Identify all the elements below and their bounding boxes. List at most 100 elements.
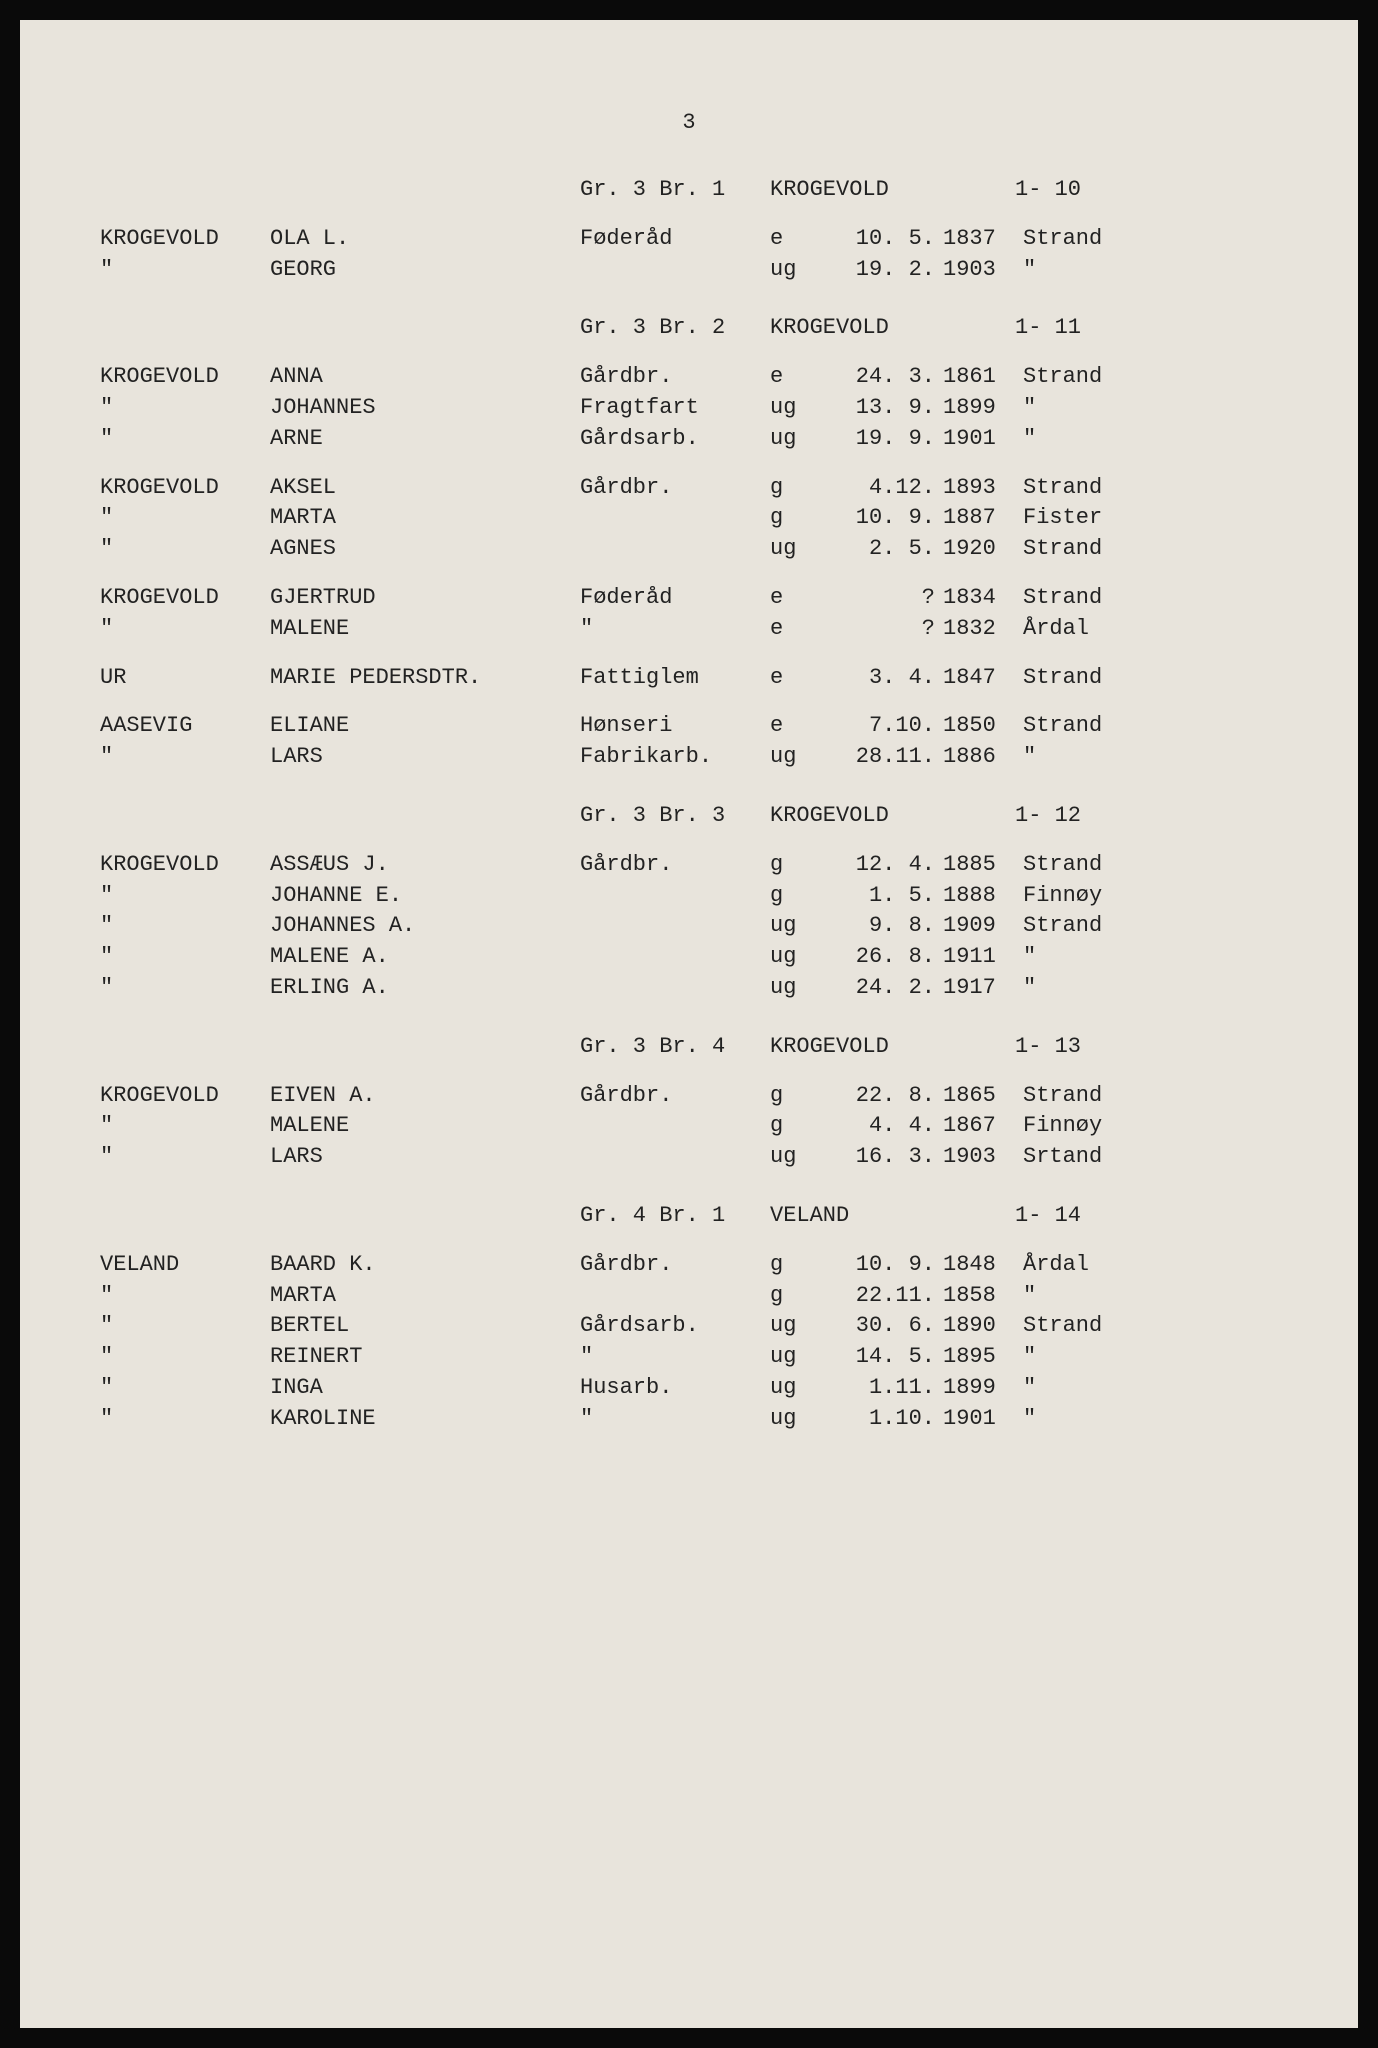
table-row: KROGEVOLDASSÆUS J.Gårdbr.g12. 4.1885Stra… (100, 850, 1278, 881)
cell-name: GJERTRUD (270, 583, 580, 614)
cell-name: INGA (270, 1373, 580, 1404)
cell-date: 10. 5. (815, 224, 943, 255)
cell-surname: " (100, 881, 270, 912)
cell-status: e (770, 362, 815, 393)
table-row: KROGEVOLDEIVEN A.Gårdbr.g22. 8.1865Stran… (100, 1081, 1278, 1112)
cell-name: ANNA (270, 362, 580, 393)
person-group: KROGEVOLDASSÆUS J.Gårdbr.g12. 4.1885Stra… (100, 850, 1278, 1004)
cell-date: 24. 2. (815, 973, 943, 1004)
cell-status: g (770, 881, 815, 912)
cell-year: 1847 (943, 663, 1023, 694)
cell-name: ASSÆUS J. (270, 850, 580, 881)
cell-status: ug (770, 1373, 815, 1404)
cell-year: 1911 (943, 942, 1023, 973)
cell-year: 1887 (943, 503, 1023, 534)
table-row: "LARSug16. 3.1903Srtand (100, 1142, 1278, 1173)
header-code: 1- 11 (1015, 313, 1081, 344)
cell-place: Fister (1023, 503, 1102, 534)
cell-year: 1888 (943, 881, 1023, 912)
cell-occupation: Husarb. (580, 1373, 770, 1404)
table-row: "MARTAg10. 9.1887Fister (100, 503, 1278, 534)
cell-occupation: Fragtfart (580, 393, 770, 424)
cell-place: Strand (1023, 850, 1102, 881)
cell-year: 1917 (943, 973, 1023, 1004)
cell-occupation (580, 881, 770, 912)
cell-year: 1834 (943, 583, 1023, 614)
cell-place: " (1023, 255, 1036, 286)
header-spacer (100, 175, 580, 206)
cell-occupation: Hønseri (580, 711, 770, 742)
header-code: 1- 10 (1015, 175, 1081, 206)
cell-status: ug (770, 1142, 815, 1173)
cell-surname: UR (100, 663, 270, 694)
cell-occupation (580, 503, 770, 534)
cell-place: Srtand (1023, 1142, 1102, 1173)
cell-surname: KROGEVOLD (100, 1081, 270, 1112)
cell-name: MALENE (270, 614, 580, 645)
cell-name: BAARD K. (270, 1250, 580, 1281)
cell-status: ug (770, 1311, 815, 1342)
cell-place: Strand (1023, 911, 1102, 942)
cell-surname: " (100, 614, 270, 645)
cell-name: LARS (270, 742, 580, 773)
cell-year: 1861 (943, 362, 1023, 393)
cell-date: 4.12. (815, 473, 943, 504)
header-farm-name: KROGEVOLD (770, 1032, 1015, 1063)
cell-status: ug (770, 255, 815, 286)
table-row: "GEORGug19. 2.1903" (100, 255, 1278, 286)
header-farm-name: VELAND (770, 1201, 1015, 1232)
cell-date: 1.11. (815, 1373, 943, 1404)
cell-surname: KROGEVOLD (100, 583, 270, 614)
table-row: "JOHANNES A.ug9. 8.1909Strand (100, 911, 1278, 942)
cell-name: MARTA (270, 503, 580, 534)
cell-date: 28.11. (815, 742, 943, 773)
cell-name: GEORG (270, 255, 580, 286)
cell-surname: " (100, 424, 270, 455)
cell-date: 26. 8. (815, 942, 943, 973)
cell-status: ug (770, 942, 815, 973)
person-group: KROGEVOLDEIVEN A.Gårdbr.g22. 8.1865Stran… (100, 1081, 1278, 1173)
cell-occupation (580, 534, 770, 565)
cell-status: e (770, 583, 815, 614)
table-row: KROGEVOLDAKSELGårdbr.g4.12.1893Strand (100, 473, 1278, 504)
cell-place: " (1023, 942, 1036, 973)
cell-status: ug (770, 1342, 815, 1373)
header-gr-br: Gr. 3 Br. 3 (580, 801, 770, 832)
cell-place: " (1023, 742, 1036, 773)
cell-surname: " (100, 1373, 270, 1404)
cell-place: Strand (1023, 362, 1102, 393)
person-group: VELANDBAARD K.Gårdbr.g10. 9.1848Årdal"MA… (100, 1250, 1278, 1435)
cell-name: REINERT (270, 1342, 580, 1373)
cell-surname: " (100, 1111, 270, 1142)
cell-year: 1832 (943, 614, 1023, 645)
cell-date: 30. 6. (815, 1311, 943, 1342)
header-spacer (100, 313, 580, 344)
cell-occupation: Gårdbr. (580, 362, 770, 393)
cell-surname: KROGEVOLD (100, 362, 270, 393)
section-header: Gr. 3 Br. 4KROGEVOLD1- 13 (100, 1032, 1278, 1063)
cell-surname: KROGEVOLD (100, 473, 270, 504)
cell-date: 4. 4. (815, 1111, 943, 1142)
cell-year: 1886 (943, 742, 1023, 773)
cell-status: ug (770, 973, 815, 1004)
cell-name: ERLING A. (270, 973, 580, 1004)
cell-year: 1899 (943, 393, 1023, 424)
cell-place: " (1023, 424, 1036, 455)
cell-occupation: Føderåd (580, 583, 770, 614)
cell-year: 1899 (943, 1373, 1023, 1404)
table-row: "JOHANNE E.g1. 5.1888Finnøy (100, 881, 1278, 912)
table-row: KROGEVOLDANNAGårdbr.e24. 3.1861Strand (100, 362, 1278, 393)
cell-place: " (1023, 1404, 1036, 1435)
cell-surname: KROGEVOLD (100, 224, 270, 255)
cell-name: ELIANE (270, 711, 580, 742)
person-group: KROGEVOLDGJERTRUDFøderåde?1834Strand"MAL… (100, 583, 1278, 645)
cell-status: g (770, 1250, 815, 1281)
cell-surname: " (100, 973, 270, 1004)
cell-place: " (1023, 973, 1036, 1004)
cell-year: 1890 (943, 1311, 1023, 1342)
cell-status: ug (770, 742, 815, 773)
cell-place: Strand (1023, 473, 1102, 504)
cell-surname: " (100, 1404, 270, 1435)
header-gr-br: Gr. 3 Br. 2 (580, 313, 770, 344)
cell-status: g (770, 1111, 815, 1142)
